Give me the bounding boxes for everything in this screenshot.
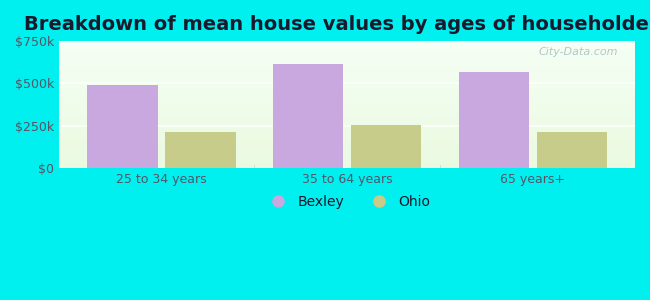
Bar xyxy=(273,64,343,168)
Bar xyxy=(536,132,607,168)
Title: Breakdown of mean house values by ages of householders: Breakdown of mean house values by ages o… xyxy=(24,15,650,34)
Bar xyxy=(458,71,529,168)
Legend: Bexley, Ohio: Bexley, Ohio xyxy=(259,189,436,214)
Text: City-Data.com: City-Data.com xyxy=(538,47,617,58)
Bar xyxy=(351,125,421,168)
Bar xyxy=(165,132,235,168)
Bar xyxy=(87,85,157,168)
